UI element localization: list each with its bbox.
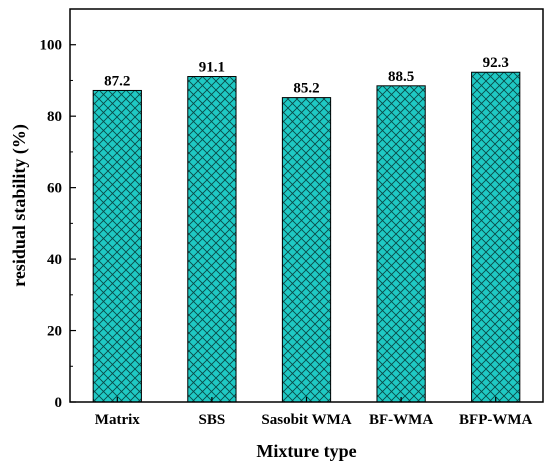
x-tick-label: SBS	[199, 412, 226, 428]
y-tick-label: 60	[47, 181, 62, 197]
x-tick-label: BFP-WMA	[459, 412, 532, 428]
y-tick-label: 0	[55, 395, 63, 411]
x-axis-title: Mixture type	[256, 441, 356, 461]
x-tick-label: Sasobit WMA	[261, 412, 351, 428]
y-tick-label: 40	[47, 252, 62, 268]
x-axis: Matrix SBS Sasobit WMA BF-WMA BFP-WMA	[95, 397, 533, 428]
bar-bf-wma	[376, 85, 426, 403]
y-axis: 0 20 40 60 80 100	[40, 38, 76, 411]
data-label: 87.2	[104, 73, 130, 89]
data-label: 91.1	[199, 60, 225, 76]
y-tick-label: 100	[40, 38, 63, 54]
y-tick-label: 80	[47, 109, 62, 125]
y-axis-title: residual stability (%)	[9, 124, 30, 287]
bar-sbs	[187, 76, 237, 403]
y-tick-label: 20	[47, 324, 62, 340]
x-tick-label: Matrix	[95, 412, 140, 428]
data-label: 85.2	[293, 81, 319, 97]
x-tick-label: BF-WMA	[369, 412, 433, 428]
data-label: 88.5	[388, 69, 414, 85]
data-labels-layer: 87.2 91.1 85.2 88.5 92.3	[104, 55, 509, 96]
bars-layer	[92, 71, 521, 403]
bar-matrix	[92, 89, 142, 403]
data-label: 92.3	[483, 55, 509, 71]
bar-sasobit-wma	[281, 97, 332, 403]
bar-bfp-wma	[471, 71, 521, 403]
